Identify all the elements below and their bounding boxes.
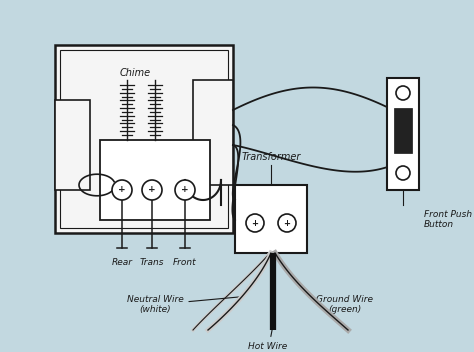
Text: Transformer: Transformer [241,152,301,162]
Circle shape [396,86,410,100]
Bar [60,50,228,228]
Circle shape [175,180,195,200]
Text: Trans: Trans [140,258,164,267]
Circle shape [396,166,410,180]
Circle shape [112,180,132,200]
Text: Neutral Wire
(white): Neutral Wire (white) [127,295,239,314]
Circle shape [278,214,296,232]
Text: +: + [252,219,258,227]
Text: +: + [283,219,291,227]
Text: Front Push
Button: Front Push Button [424,210,472,230]
Bar [394,108,412,153]
Text: +: + [181,186,189,195]
Bar [100,140,210,220]
Bar [55,100,90,190]
Text: +: + [148,186,156,195]
Circle shape [246,214,264,232]
Bar [387,78,419,190]
Text: Hot Wire
(black): Hot Wire (black) [248,328,288,352]
Circle shape [142,180,162,200]
Bar [193,80,233,185]
Text: Front: Front [173,258,197,267]
Text: Chime: Chime [119,68,151,78]
Text: Ground Wire
(green): Ground Wire (green) [312,295,374,314]
Text: +: + [118,186,126,195]
Bar [235,185,307,253]
Text: Rear: Rear [111,258,133,267]
Bar [55,45,233,233]
